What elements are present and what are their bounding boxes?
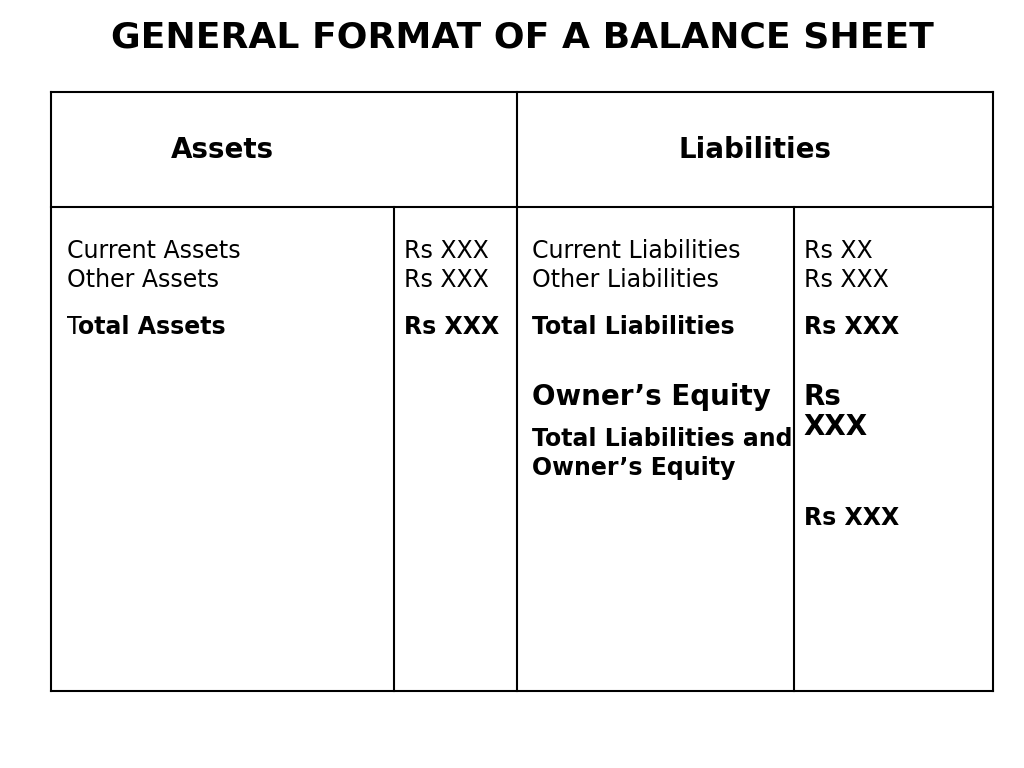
Text: Rs XXX: Rs XXX <box>404 268 489 293</box>
Text: Rs XXX: Rs XXX <box>404 315 500 339</box>
Text: Other Assets: Other Assets <box>67 268 218 293</box>
Text: Other Liabilities: Other Liabilities <box>532 268 719 293</box>
Text: GENERAL FORMAT OF A BALANCE SHEET: GENERAL FORMAT OF A BALANCE SHEET <box>111 21 934 55</box>
Text: XXX: XXX <box>804 413 868 441</box>
Text: Total Liabilities: Total Liabilities <box>532 315 735 339</box>
Text: Owner’s Equity: Owner’s Equity <box>532 383 771 411</box>
Text: Owner’s Equity: Owner’s Equity <box>532 456 736 481</box>
Text: Rs XXX: Rs XXX <box>404 239 489 263</box>
Text: otal Assets: otal Assets <box>78 315 225 339</box>
Text: Rs XXX: Rs XXX <box>804 506 899 531</box>
Text: Total Liabilities and: Total Liabilities and <box>532 427 793 452</box>
Text: Assets: Assets <box>171 136 273 164</box>
Text: Current Liabilities: Current Liabilities <box>532 239 741 263</box>
Text: Rs XXX: Rs XXX <box>804 268 889 293</box>
Text: Rs XX: Rs XX <box>804 239 872 263</box>
Text: Liabilities: Liabilities <box>678 136 831 164</box>
Text: Rs: Rs <box>804 383 842 411</box>
Text: Current Assets: Current Assets <box>67 239 241 263</box>
Text: T: T <box>67 315 81 339</box>
Text: Rs XXX: Rs XXX <box>804 315 899 339</box>
